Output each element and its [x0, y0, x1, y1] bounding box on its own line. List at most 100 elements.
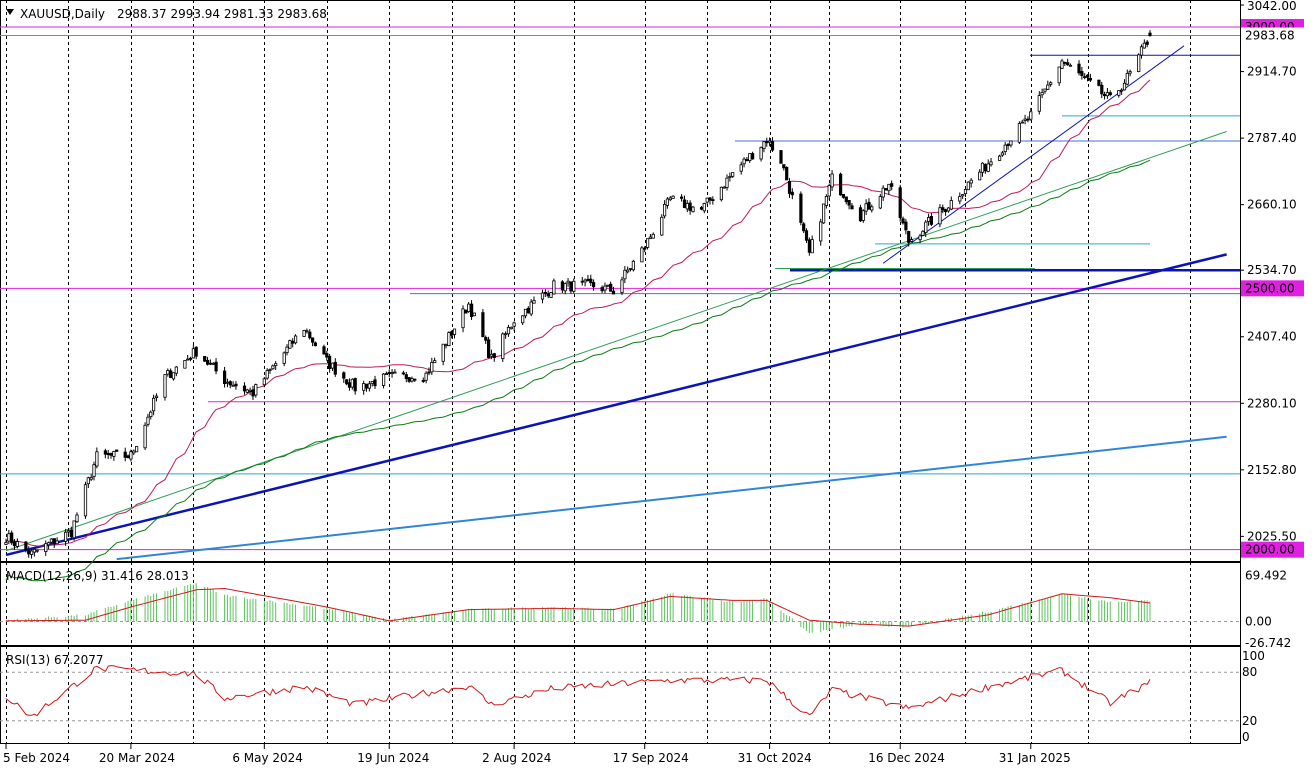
candle-body [819, 221, 823, 242]
candle [274, 361, 278, 370]
candle-body [186, 358, 190, 361]
candle-body [759, 146, 763, 160]
candle-body [603, 285, 607, 291]
candle-body [668, 197, 672, 201]
candle [938, 204, 942, 228]
candle-body [921, 230, 925, 236]
candle-body [907, 230, 911, 243]
chevron-down-icon[interactable] [6, 9, 14, 15]
candle [430, 357, 434, 375]
candle-body [421, 380, 425, 382]
candle-body [149, 411, 153, 418]
candle [174, 366, 178, 377]
candle [858, 204, 863, 223]
candle-body [1043, 88, 1047, 92]
candle [887, 183, 891, 196]
ohlc-readout: 2988.37 2993.94 2981.33 2983.68 [117, 7, 327, 21]
candle [1142, 39, 1146, 49]
candle [24, 541, 28, 553]
candle [362, 380, 366, 395]
candle-body [115, 449, 119, 452]
candle-body [163, 374, 167, 398]
macd-tick-label: 0.00 [1245, 615, 1272, 629]
candle [248, 387, 252, 396]
candle [1020, 119, 1024, 124]
candle [1125, 69, 1129, 86]
candle-body [1097, 79, 1101, 86]
candle-body [228, 381, 232, 386]
candle [660, 214, 664, 236]
candle [282, 351, 286, 367]
candle [151, 394, 156, 416]
candle-body [1100, 84, 1104, 95]
candle [1023, 114, 1027, 125]
candle-body [762, 141, 766, 149]
candle [802, 222, 806, 233]
candle-body [785, 166, 789, 181]
candle [1088, 73, 1092, 83]
candle [211, 362, 215, 365]
candle [134, 446, 139, 453]
candle-body [245, 389, 249, 393]
candle [83, 481, 88, 519]
price-tick-label: 2407.40 [1247, 330, 1297, 344]
candle [929, 212, 934, 226]
candle [188, 356, 193, 362]
candle-body [1103, 94, 1107, 97]
candle-body [546, 293, 550, 297]
price-tag-box [1241, 27, 1304, 44]
candle [64, 528, 68, 546]
candle [810, 235, 814, 254]
candle-body [481, 312, 485, 338]
candle-body [827, 185, 831, 197]
candle-body [1000, 152, 1005, 156]
candlesticks [4, 30, 1152, 559]
candle-body [384, 373, 389, 376]
candle-body [211, 362, 215, 365]
candle-body [1128, 71, 1132, 74]
candle [194, 346, 198, 360]
candle [154, 393, 159, 402]
candle [708, 197, 712, 205]
candle [606, 284, 610, 288]
candle-body [83, 484, 88, 517]
candle-body [748, 153, 752, 161]
candle-body [188, 357, 193, 360]
candle [986, 159, 990, 173]
candle-body [705, 197, 709, 203]
candle-body [560, 281, 565, 291]
candle-body [779, 150, 783, 164]
candle [742, 157, 746, 168]
candle-body [526, 307, 530, 314]
candle-body [927, 217, 931, 222]
candle [35, 549, 39, 553]
candle-body [728, 175, 732, 178]
candle-body [1066, 62, 1070, 66]
candle-body [47, 542, 51, 546]
candle [1145, 40, 1149, 48]
candle [410, 376, 414, 383]
price-tag-box [1241, 280, 1304, 297]
candle [904, 218, 908, 235]
candle-body [350, 378, 354, 388]
candle [830, 170, 834, 192]
rsi-label: RSI(13) 67.2077 [6, 653, 104, 667]
candle [998, 154, 1002, 161]
candle [464, 309, 468, 314]
candle-body [288, 340, 292, 349]
candle-body [640, 247, 644, 263]
candle-body [464, 309, 468, 314]
candle-body [830, 173, 834, 188]
candle-body [543, 291, 548, 294]
candle-body [166, 370, 170, 375]
candle [646, 238, 650, 250]
candle [787, 178, 792, 198]
candle-body [631, 260, 636, 271]
candle-body [433, 360, 437, 364]
candle [762, 141, 766, 153]
candle-body [918, 235, 922, 241]
candle [228, 380, 232, 389]
candle-body [248, 389, 252, 392]
candle-body [725, 177, 729, 188]
